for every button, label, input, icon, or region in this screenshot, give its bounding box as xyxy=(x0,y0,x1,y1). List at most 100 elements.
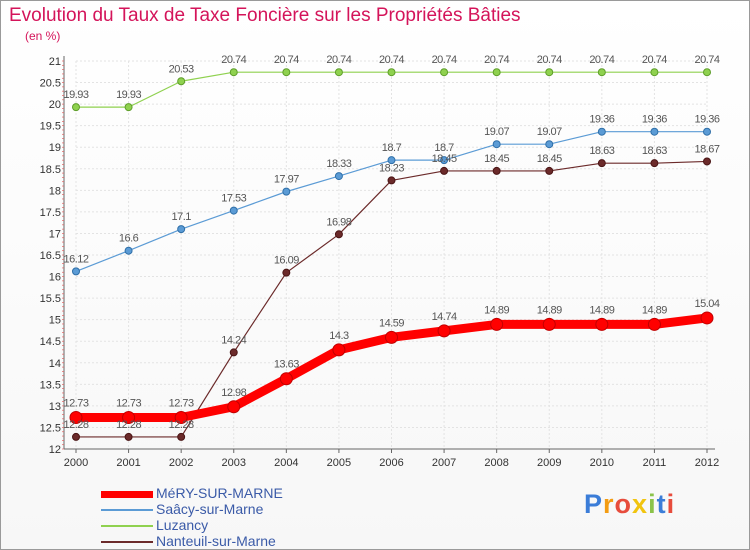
y-tick-label: 19 xyxy=(49,142,61,154)
point-luzancy xyxy=(650,68,659,77)
data-label-luzancy: 20.74 xyxy=(589,54,614,66)
y-tick-label: 21 xyxy=(49,56,61,68)
data-label-saacy: 19.36 xyxy=(642,114,667,126)
x-tick-label: 2005 xyxy=(327,457,351,469)
point-mery xyxy=(69,411,83,425)
point-mery xyxy=(542,317,556,331)
point-saacy xyxy=(650,127,659,136)
y-tick-label: 18 xyxy=(49,185,61,197)
point-saacy xyxy=(387,156,396,165)
data-label-nanteuil: 18.45 xyxy=(484,153,509,165)
data-label-luzancy: 20.74 xyxy=(694,54,719,66)
data-label-mery: 12.73 xyxy=(63,398,88,410)
point-saacy xyxy=(545,140,554,149)
point-nanteuil xyxy=(72,432,80,441)
legend-swatch-nanteuil xyxy=(101,541,153,543)
data-label-mery: 14.89 xyxy=(537,304,562,316)
point-luzancy xyxy=(334,68,343,77)
point-nanteuil xyxy=(124,432,133,441)
x-tick-label: 2003 xyxy=(222,457,246,469)
y-tick-label: 14 xyxy=(49,358,61,370)
legend-swatch-luzancy xyxy=(101,525,153,527)
point-saacy xyxy=(124,246,133,255)
point-luzancy xyxy=(124,103,133,112)
data-label-luzancy: 20.53 xyxy=(169,63,194,75)
y-tick-label: 15 xyxy=(49,315,61,327)
point-nanteuil xyxy=(703,157,711,166)
data-label-mery: 13.63 xyxy=(274,359,299,371)
point-saacy xyxy=(282,187,291,196)
point-saacy xyxy=(703,127,711,136)
point-mery xyxy=(227,400,241,414)
unit-label: (en %) xyxy=(25,29,61,43)
chart-title: Evolution du Taux de Taxe Foncière sur l… xyxy=(9,5,521,26)
point-luzancy xyxy=(229,68,238,77)
point-luzancy xyxy=(492,68,501,77)
point-nanteuil xyxy=(387,176,396,185)
point-saacy xyxy=(334,172,343,181)
data-label-saacy: 16.6 xyxy=(119,233,139,245)
point-luzancy xyxy=(597,68,606,77)
data-label-nanteuil: 18.23 xyxy=(379,162,404,174)
y-tick-label: 20.5 xyxy=(40,78,61,90)
data-label-nanteuil: 16.09 xyxy=(274,255,299,267)
point-mery xyxy=(332,343,346,357)
point-luzancy xyxy=(387,68,396,77)
data-label-saacy: 19.07 xyxy=(537,126,562,138)
data-label-saacy: 17.97 xyxy=(274,174,299,186)
data-label-saacy: 18.7 xyxy=(382,142,402,154)
point-saacy xyxy=(597,127,606,136)
data-label-saacy: 16.12 xyxy=(63,253,88,265)
point-nanteuil xyxy=(650,159,659,168)
point-mery xyxy=(385,330,398,344)
y-tick-label: 20 xyxy=(49,99,61,111)
point-saacy xyxy=(492,140,501,149)
point-mery xyxy=(647,317,661,331)
x-tick-label: 2008 xyxy=(484,457,508,469)
data-label-nanteuil: 18.63 xyxy=(589,145,614,157)
point-saacy xyxy=(440,156,449,165)
data-label-luzancy: 20.74 xyxy=(274,54,299,66)
point-luzancy xyxy=(440,68,449,77)
data-label-saacy: 18.7 xyxy=(434,142,454,154)
data-label-saacy: 17.53 xyxy=(221,193,246,205)
data-label-mery: 12.98 xyxy=(221,387,246,399)
data-label-luzancy: 20.74 xyxy=(379,54,404,66)
x-tick-label: 2012 xyxy=(695,457,719,469)
data-label-mery: 14.89 xyxy=(484,304,509,316)
point-mery xyxy=(174,411,188,425)
x-tick-label: 2001 xyxy=(116,457,140,469)
x-tick-label: 2004 xyxy=(274,457,298,469)
point-nanteuil xyxy=(440,166,449,175)
x-tick-label: 2006 xyxy=(379,457,403,469)
data-label-nanteuil: 12.28 xyxy=(116,419,141,431)
point-nanteuil xyxy=(597,159,606,168)
y-tick-label: 18.5 xyxy=(40,164,61,176)
data-label-luzancy: 20.74 xyxy=(642,54,667,66)
data-label-mery: 15.04 xyxy=(694,298,719,310)
data-label-mery: 12.73 xyxy=(116,398,141,410)
x-tick-label: 2002 xyxy=(169,457,193,469)
point-luzancy xyxy=(72,103,80,112)
data-label-saacy: 19.07 xyxy=(484,126,509,138)
y-tick-label: 16 xyxy=(49,272,61,284)
point-mery xyxy=(122,411,136,425)
data-label-saacy: 19.36 xyxy=(694,114,719,126)
data-label-saacy: 18.33 xyxy=(326,158,351,170)
data-label-mery: 14.59 xyxy=(379,317,404,329)
data-label-nanteuil: 14.24 xyxy=(221,334,246,346)
point-nanteuil xyxy=(492,166,501,175)
data-label-nanteuil: 18.45 xyxy=(537,153,562,165)
x-tick-label: 2009 xyxy=(537,457,561,469)
data-label-nanteuil: 16.98 xyxy=(326,216,351,228)
legend-swatch-mery xyxy=(101,491,153,498)
point-saacy xyxy=(229,206,238,215)
point-mery xyxy=(700,311,714,325)
legend-label-saacy: Saâcy-sur-Marne xyxy=(156,501,264,517)
data-label-luzancy: 20.74 xyxy=(537,54,562,66)
data-label-nanteuil: 12.28 xyxy=(63,419,88,431)
data-label-luzancy: 20.74 xyxy=(484,54,509,66)
y-tick-label: 17.5 xyxy=(40,207,61,219)
